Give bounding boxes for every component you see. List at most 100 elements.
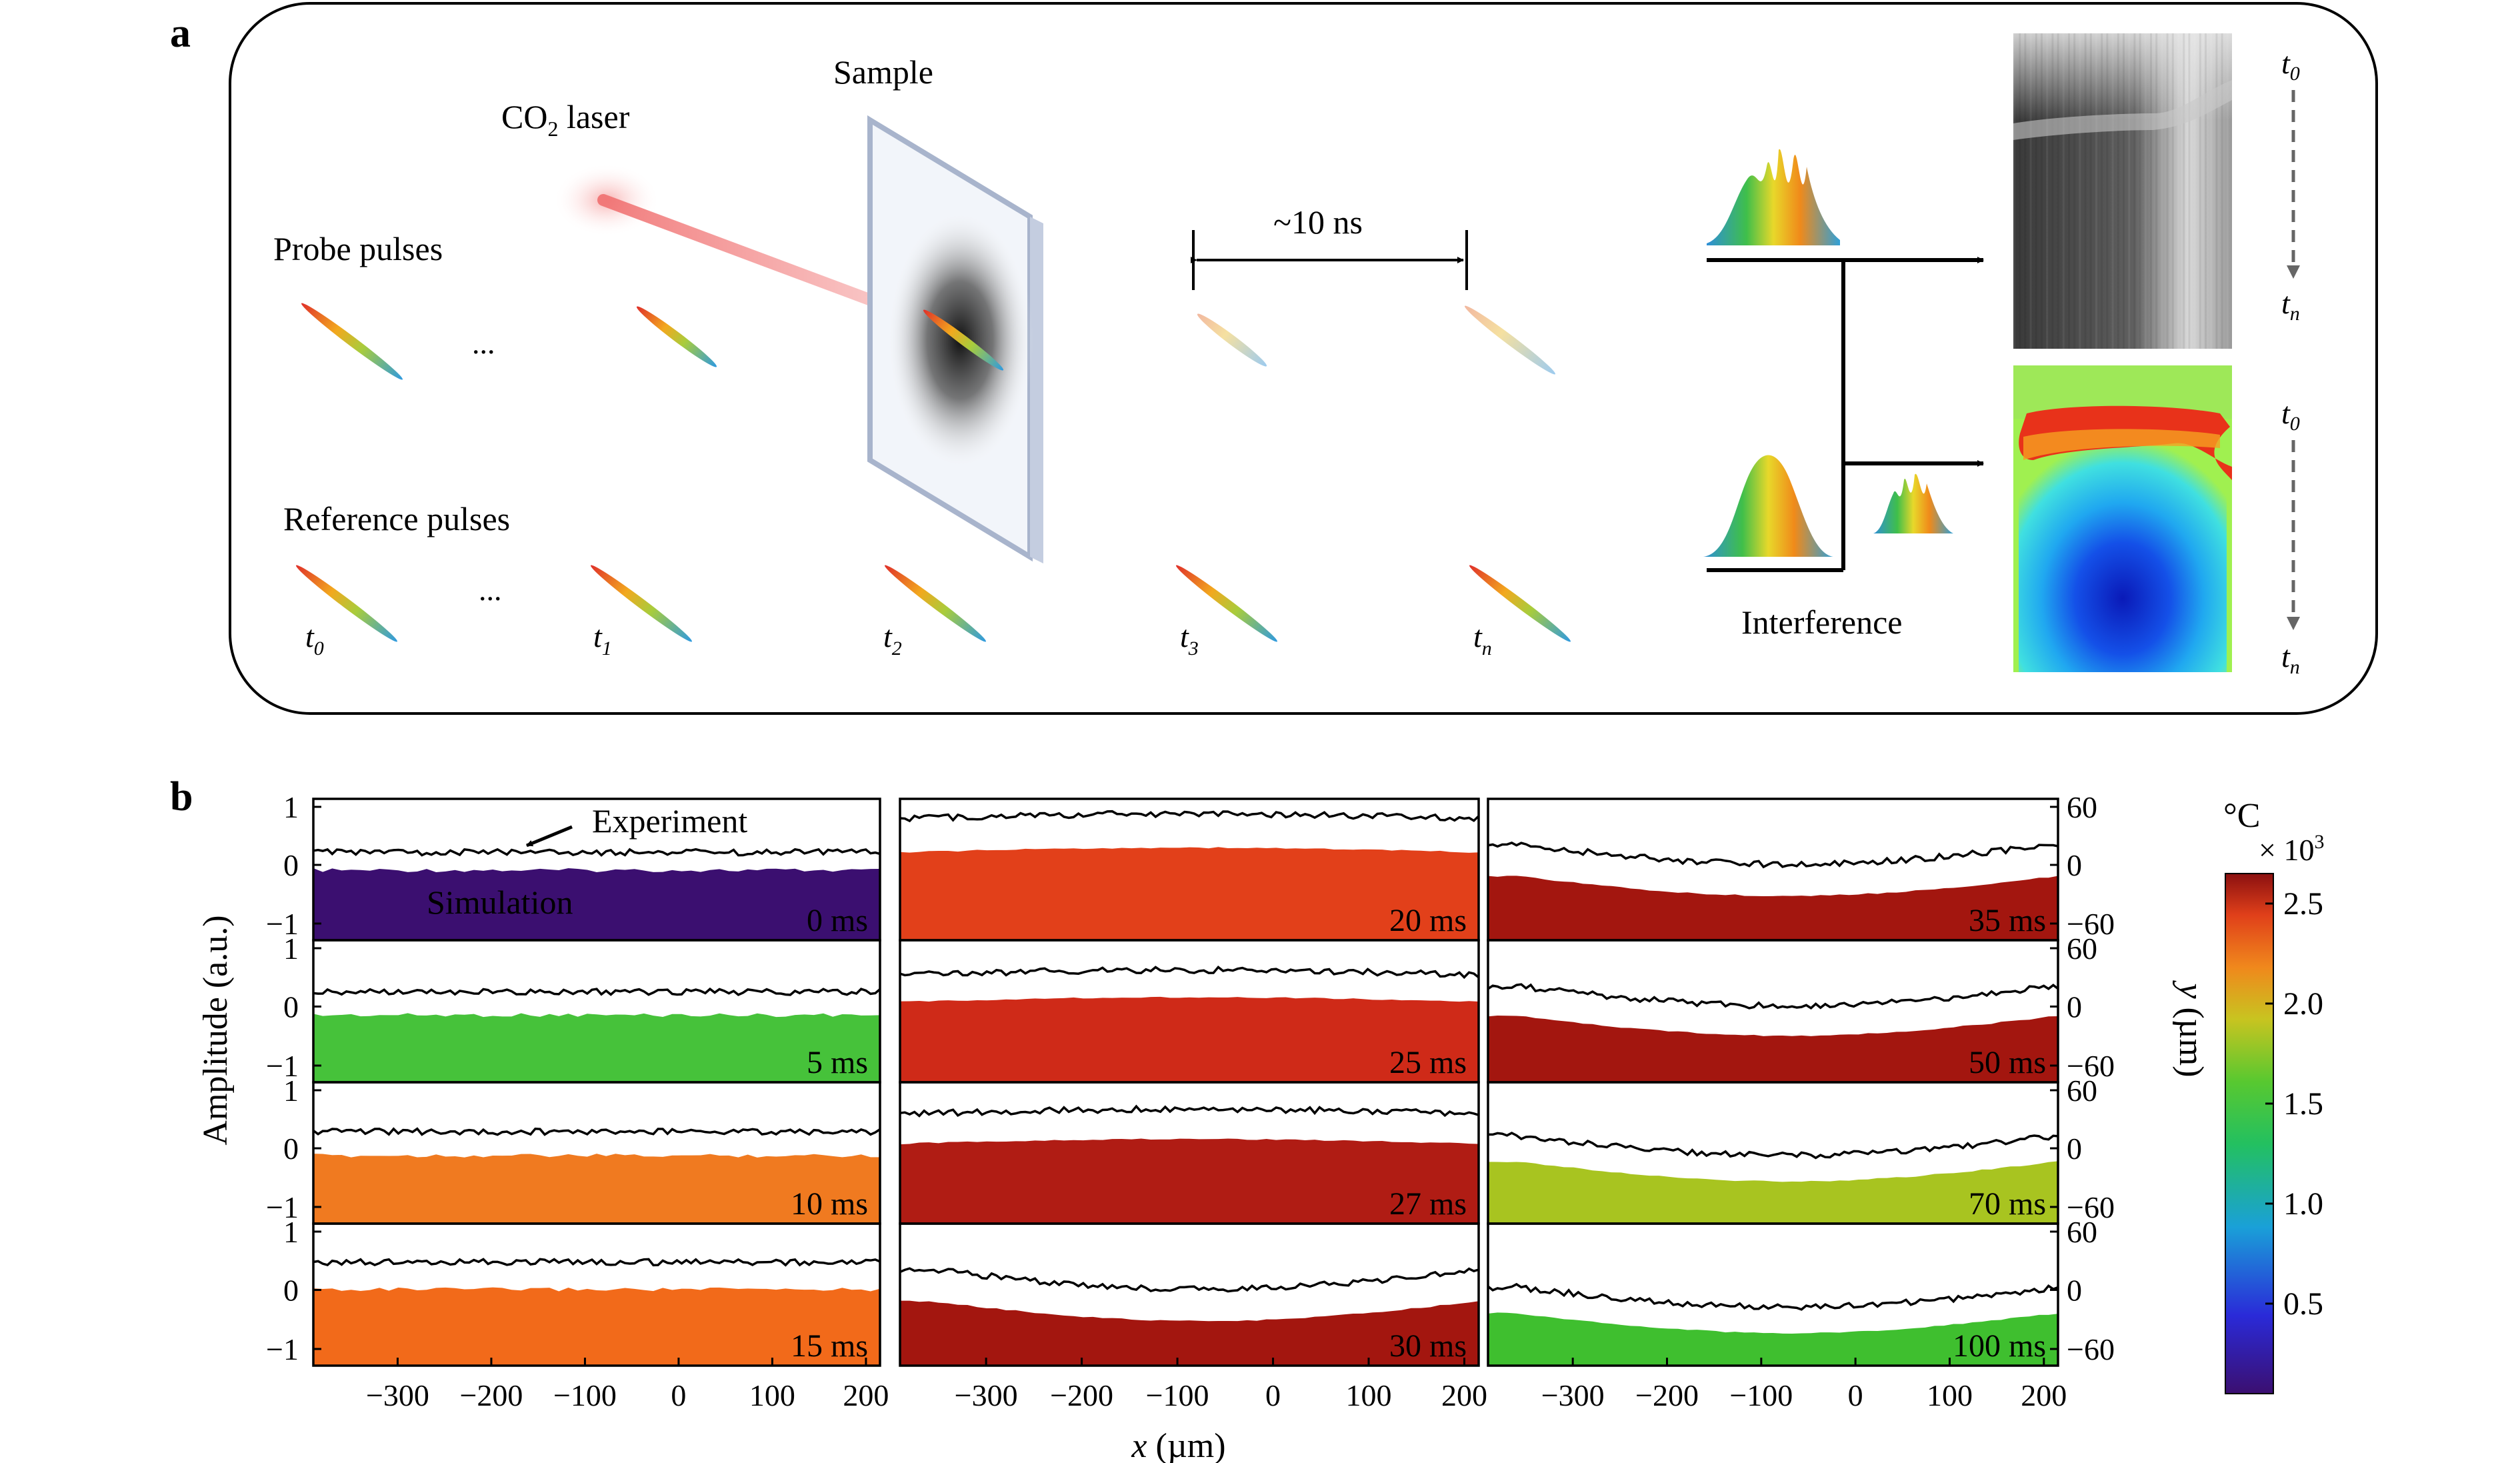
phase-image-stripe	[2123, 33, 2125, 349]
time-label: 25 ms	[1389, 1045, 1467, 1080]
phase-image-stripe	[2161, 33, 2163, 349]
left-tick-label: 1	[283, 1074, 299, 1108]
profile-plot-70ms: 70 ms	[1487, 1081, 2059, 1225]
time-label: 30 ms	[1389, 1328, 1467, 1364]
experiment-pointer	[526, 825, 573, 848]
x-tick-label: −100	[1146, 1378, 1209, 1412]
phase-image-stripe	[2073, 33, 2076, 349]
colorbar-tick-label: 0.5	[2283, 1286, 2323, 1322]
colorbar-ticks: 2.5 2.0 1.5 1.0 0.5	[2265, 886, 2323, 1322]
reference-pulse-5	[1469, 565, 1571, 642]
phase-image-stripe	[2144, 33, 2147, 349]
interval-label: ~10 ns	[1273, 203, 1363, 241]
phase-image-stripe	[2079, 33, 2081, 349]
simulation-area	[900, 847, 1479, 940]
time-label: 50 ms	[1969, 1045, 2046, 1080]
experiment-line	[899, 965, 1480, 980]
probe-pulse-4-shape	[1197, 313, 1267, 367]
experiment-line	[313, 987, 881, 996]
phase-image-stripe	[2215, 33, 2218, 349]
simulation-area	[1488, 1161, 2058, 1224]
probe-label: Probe pulses	[273, 230, 443, 267]
phase-image-stripe	[2106, 33, 2109, 349]
left-tick-label: 0	[283, 990, 299, 1024]
probe-pulse-5	[1464, 305, 1556, 375]
left-tick-label: −1	[266, 907, 299, 941]
time-label-5: tn	[1473, 619, 1492, 659]
profile-plot-0ms: 0 ms	[312, 798, 881, 942]
phase-image-stripe	[2155, 33, 2158, 349]
simulation-area	[900, 1300, 1479, 1366]
left-tick-label: 1	[283, 1215, 299, 1249]
phase-image-stripe	[2019, 33, 2021, 349]
phase-image-stripe	[2068, 33, 2070, 349]
sample-label: Sample	[833, 53, 933, 91]
phase-image-stripe	[2226, 33, 2229, 349]
simulation-area	[1488, 1312, 2058, 1366]
reference-pulse-2	[591, 565, 692, 642]
phase-image-stripe	[2128, 33, 2131, 349]
left-tick-label: −1	[266, 1332, 299, 1366]
probe-spectrum	[1707, 149, 1840, 245]
time-label: 27 ms	[1389, 1186, 1467, 1222]
phase-image-stripe	[2111, 33, 2114, 349]
x-tick-label: 0	[671, 1378, 686, 1412]
x-tick-label: 200	[1441, 1378, 1487, 1412]
colorbar: °C × 103 2.5 2.0 1.5 1.0 0.5	[2223, 797, 2324, 1394]
panel-a: a CO2 laser Sample Probe pulses ... Refe…	[170, 2, 2378, 715]
x-tick-label: 200	[2021, 1378, 2067, 1412]
reference-pulse-1-shape	[296, 565, 397, 642]
reference-pulse-4	[1176, 565, 1277, 642]
interference-diagram: Interference	[1703, 149, 1984, 641]
panel-b-label: b	[170, 774, 193, 820]
experiment-line	[1487, 842, 2059, 869]
phase-image-stripe	[2089, 33, 2092, 349]
y-right-axis-label: y (µm)	[2172, 980, 2210, 1077]
time-label-3: t2	[883, 619, 902, 659]
colorbar-tick-label: 1.5	[2283, 1086, 2323, 1122]
x-tick-label: −300	[366, 1378, 429, 1412]
phase-image-stripe	[2221, 33, 2223, 349]
temperature-image-hot-glow	[2023, 429, 2220, 460]
time-label: 10 ms	[791, 1186, 868, 1222]
interval-indicator: ~10 ns	[1191, 203, 1468, 290]
phase-image-stripe	[2150, 33, 2152, 349]
phase-image-stripe	[2117, 33, 2119, 349]
reference-pulse-3	[885, 565, 986, 642]
phase-image-stripe	[2051, 33, 2054, 349]
profile-plot-35ms: 35 ms	[1487, 798, 2059, 942]
simulation-area	[1488, 876, 2058, 940]
phase-image-stripe	[2024, 33, 2027, 349]
time-labels: t0 t1 t2 t3 tn	[305, 619, 1492, 659]
right-tick-label: 60	[2067, 1215, 2097, 1249]
profile-plot-27ms: 27 ms	[899, 1081, 1480, 1225]
time-label-4: t3	[1180, 619, 1199, 659]
x-tick-label: 100	[749, 1378, 795, 1412]
time-label: 5 ms	[807, 1045, 868, 1080]
phase-image-stripe	[2035, 33, 2037, 349]
left-tick-label: 0	[283, 1273, 299, 1307]
simulation-area	[900, 1138, 1479, 1224]
experiment-label: Experiment	[592, 802, 747, 840]
left-tick-label: 1	[283, 790, 299, 824]
phase-image-stripe	[2101, 33, 2103, 349]
simulation-label: Simulation	[427, 884, 573, 921]
time-label: 20 ms	[1389, 903, 1467, 938]
time-label: 15 ms	[791, 1328, 868, 1364]
x-tick-label: −200	[1635, 1378, 1699, 1412]
colorbar-tick-label: 1.0	[2283, 1186, 2323, 1222]
plot-frame	[899, 1222, 1480, 1367]
reference-label: Reference pulses	[283, 500, 510, 537]
x-tick-label: −200	[1050, 1378, 1113, 1412]
panel-a-label: a	[170, 11, 191, 56]
left-tick-label: 0	[283, 1132, 299, 1166]
image1-time-top: t0	[2281, 46, 2300, 85]
x-tick-label: −100	[1729, 1378, 1793, 1412]
phase-image-stripe	[2046, 33, 2049, 349]
experiment-line	[313, 848, 881, 857]
reference-pulse-1	[296, 565, 397, 642]
x-tick-label: −300	[1541, 1378, 1605, 1412]
laser-label: CO2 laser	[501, 98, 630, 141]
sample: Sample	[833, 53, 1043, 563]
phase-image	[2013, 33, 2232, 349]
